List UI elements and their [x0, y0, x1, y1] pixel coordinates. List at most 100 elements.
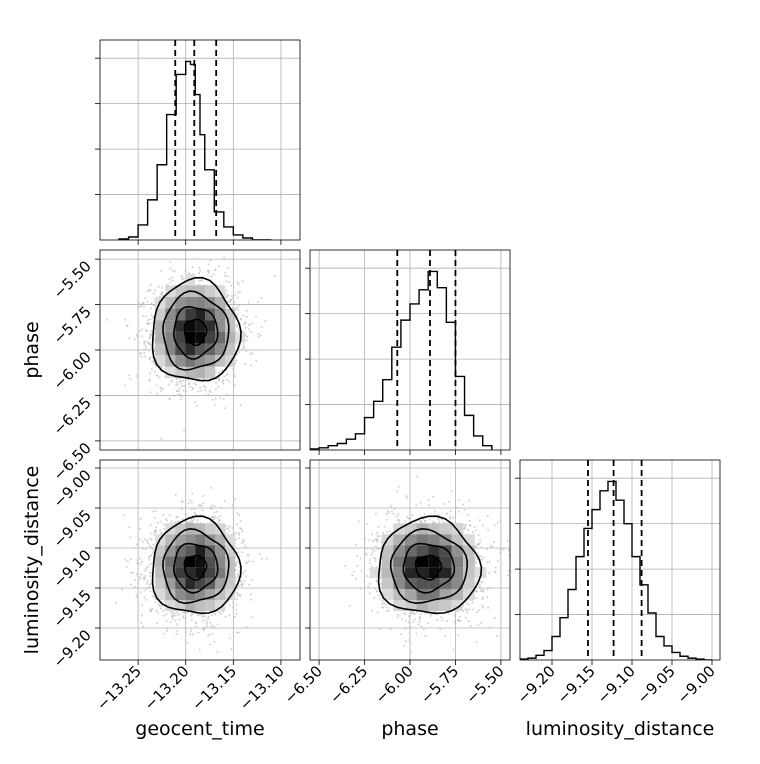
sample-point — [115, 602, 117, 604]
sample-point — [150, 533, 152, 535]
sample-point — [166, 613, 168, 615]
sample-point — [258, 336, 260, 338]
sample-point — [230, 244, 232, 246]
sample-point — [149, 538, 151, 540]
sample-point — [140, 563, 142, 565]
sample-point — [238, 534, 240, 536]
sample-point — [248, 584, 250, 586]
sample-point — [157, 612, 159, 614]
sample-point — [198, 391, 200, 393]
sample-point — [217, 517, 219, 519]
sample-point — [246, 310, 248, 312]
sample-point — [168, 384, 170, 386]
sample-point — [159, 530, 161, 532]
sample-point — [170, 621, 172, 623]
sample-point — [255, 360, 257, 362]
sample-point — [260, 297, 262, 299]
sample-point — [236, 360, 238, 362]
sample-point — [231, 504, 233, 506]
sample-point — [150, 330, 152, 332]
sample-point — [136, 375, 138, 377]
sample-point — [171, 379, 173, 381]
sample-point — [153, 596, 155, 598]
sample-point — [180, 398, 182, 400]
density-cell — [215, 309, 225, 321]
density-cell — [205, 285, 215, 297]
sample-point — [149, 575, 151, 577]
sample-point — [181, 383, 183, 385]
sample-point — [176, 516, 178, 518]
sample-point — [166, 630, 168, 632]
sample-point — [189, 633, 191, 635]
density-cell — [195, 285, 205, 297]
sample-point — [207, 618, 209, 620]
sample-point — [176, 381, 178, 383]
density-cell — [195, 297, 205, 309]
sample-point — [150, 344, 152, 346]
sample-point — [218, 378, 220, 380]
sample-point — [147, 330, 149, 332]
sample-point — [199, 280, 201, 282]
sample-point — [172, 280, 174, 282]
sample-point — [211, 614, 213, 616]
sample-point — [183, 278, 185, 280]
sample-point — [139, 558, 141, 560]
sample-point — [231, 527, 233, 529]
sample-point — [143, 306, 145, 308]
sample-point — [169, 268, 171, 270]
sample-point — [250, 593, 252, 595]
hist-panel-luminosity_distance — [515, 460, 720, 660]
sample-point — [229, 604, 231, 606]
sample-point — [247, 336, 249, 338]
sample-point — [191, 493, 193, 495]
sample-point — [146, 583, 148, 585]
sample-point — [195, 384, 197, 386]
sample-point — [214, 404, 216, 406]
sample-point — [157, 522, 159, 524]
sample-point — [167, 627, 169, 629]
sample-point — [248, 328, 250, 330]
sample-point — [192, 633, 194, 635]
sample-point — [209, 644, 211, 646]
sample-point — [137, 559, 139, 561]
sample-point — [153, 581, 155, 583]
sample-point — [190, 520, 192, 522]
sample-point — [224, 500, 226, 502]
sample-point — [144, 355, 146, 357]
sample-point — [169, 261, 171, 263]
sample-point — [150, 546, 152, 548]
sample-point — [140, 574, 142, 576]
sample-point — [241, 530, 243, 532]
sample-point — [236, 562, 238, 564]
sample-point — [149, 563, 151, 565]
sample-point — [150, 610, 152, 612]
sample-point — [228, 614, 230, 616]
sample-point — [208, 263, 210, 265]
sample-point — [159, 521, 161, 523]
sample-point — [218, 372, 220, 374]
sample-point — [240, 520, 242, 522]
sample-point — [152, 544, 154, 546]
sample-point — [186, 521, 188, 523]
sample-point — [163, 600, 165, 602]
sample-point — [136, 596, 138, 598]
sample-point — [174, 395, 176, 397]
hist-panel-phase — [305, 250, 510, 450]
sample-point — [171, 520, 173, 522]
sample-point — [145, 345, 147, 347]
sample-point — [243, 346, 245, 348]
sample-point — [237, 296, 239, 298]
sample-point — [211, 625, 213, 627]
sample-point — [250, 365, 252, 367]
sample-point — [224, 272, 226, 274]
sample-point — [235, 577, 237, 579]
sample-point — [248, 324, 250, 326]
sample-point — [238, 537, 240, 539]
sample-point — [219, 515, 221, 517]
sample-point — [250, 599, 252, 601]
sample-point — [143, 590, 145, 592]
sample-point — [163, 633, 165, 635]
sample-point — [252, 322, 254, 324]
sample-point — [218, 520, 220, 522]
sample-point — [235, 538, 237, 540]
